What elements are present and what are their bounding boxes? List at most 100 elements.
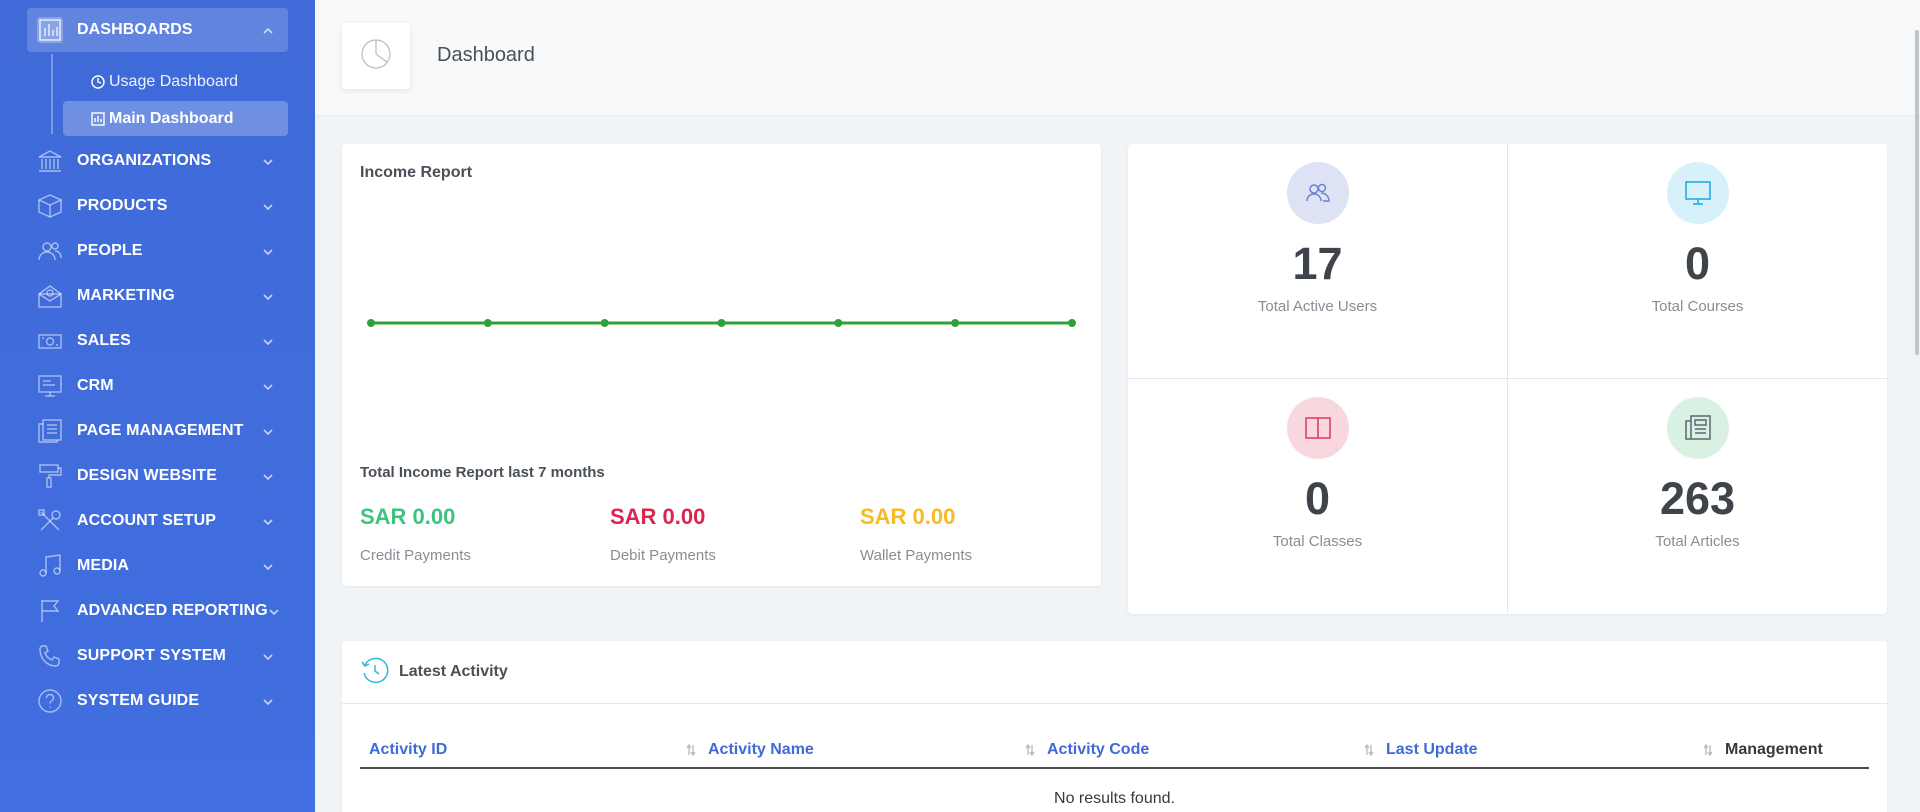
chevron-down-icon	[268, 605, 280, 617]
credit-payments: SAR 0.00 Credit Payments	[360, 504, 471, 564]
chevron-down-icon	[262, 290, 274, 302]
stats-divider	[1128, 378, 1887, 379]
chevron-down-icon	[262, 560, 274, 572]
stat-label: Total Active Users	[1257, 298, 1378, 315]
stat-label: Total Courses	[1651, 298, 1744, 315]
book-icon	[1286, 397, 1349, 459]
sidebar: DASHBOARDS Usage Dashboard Main Dashboar…	[0, 0, 315, 812]
column-activity-name[interactable]: Activity Name	[708, 741, 814, 758]
debit-payments-value: SAR 0.00	[610, 504, 706, 529]
sidebar-item-label: SYSTEM GUIDE	[77, 692, 200, 709]
data-point-2[interactable]	[600, 319, 609, 327]
sort-icon[interactable]	[1363, 743, 1375, 757]
sidebar-item-support-system[interactable]: SUPPORT SYSTEM	[27, 634, 288, 678]
help-icon	[37, 688, 63, 714]
sidebar-item-label: MEDIA	[77, 557, 130, 574]
sidebar-item-advanced-reporting[interactable]: ADVANCED REPORTING	[27, 589, 288, 633]
monitor-icon	[37, 373, 63, 399]
page-header: Dashboard	[315, 0, 1920, 116]
sidebar-item-dashboards[interactable]: DASHBOARDS	[27, 8, 288, 52]
sidebar-item-label: PRODUCTS	[77, 197, 168, 214]
sidebar-item-label: ADVANCED REPORTING	[77, 602, 268, 619]
sidebar-item-design-website[interactable]: DESIGN WEBSITE	[27, 454, 288, 498]
credit-payments-value: SAR 0.00	[360, 504, 456, 529]
stat-label: Total Articles	[1655, 533, 1740, 550]
latest-activity-header: Latest Activity	[342, 641, 1887, 704]
bar-chart-icon	[91, 111, 105, 126]
chevron-down-icon	[262, 200, 274, 212]
chevron-down-icon	[262, 695, 274, 707]
flag-icon	[37, 598, 63, 624]
sidebar-item-sales[interactable]: SALES	[27, 319, 288, 363]
pie-chart-icon	[360, 38, 392, 75]
sidebar-item-account-setup[interactable]: ACCOUNT SETUP	[27, 499, 288, 543]
sidebar-item-label: MARKETING	[77, 287, 175, 304]
latest-activity-card: Latest Activity Activity ID Activity Nam…	[342, 641, 1887, 812]
sidebar-item-label: CRM	[77, 377, 114, 394]
sidebar-item-products[interactable]: PRODUCTS	[27, 184, 288, 228]
sidebar-item-marketing[interactable]: MARKETING	[27, 274, 288, 318]
sidebar-subitem-usage-dashboard[interactable]: Usage Dashboard	[63, 64, 288, 99]
data-point-5[interactable]	[951, 319, 960, 327]
wallet-payments-value: SAR 0.00	[860, 504, 956, 529]
data-point-3[interactable]	[717, 319, 726, 327]
sidebar-item-crm[interactable]: CRM	[27, 364, 288, 408]
latest-activity-title: Latest Activity	[399, 663, 508, 680]
monitor-icon	[1666, 162, 1729, 224]
paint-roller-icon	[37, 463, 63, 489]
scrollbar-thumb[interactable]	[1915, 30, 1919, 355]
submenu-line	[51, 54, 53, 134]
chevron-down-icon	[262, 515, 274, 527]
chevron-up-icon	[262, 24, 274, 36]
stat-label: Total Classes	[1272, 533, 1363, 550]
sort-icon[interactable]	[685, 743, 697, 757]
tools-icon	[37, 508, 63, 534]
sidebar-item-label: PAGE MANAGEMENT	[77, 422, 244, 439]
sidebar-item-label: SUPPORT SYSTEM	[77, 647, 226, 664]
sort-icon[interactable]	[1702, 743, 1714, 757]
stat-total-courses: 0 Total Courses	[1508, 144, 1887, 379]
data-point-0[interactable]	[367, 319, 375, 327]
sidebar-subitem-main-dashboard[interactable]: Main Dashboard	[63, 101, 288, 136]
data-point-1[interactable]	[483, 319, 492, 327]
chevron-down-icon	[262, 425, 274, 437]
history-clock-icon	[360, 656, 390, 686]
page-title: Dashboard	[437, 44, 535, 66]
stat-value: 0	[1684, 238, 1711, 289]
chevron-down-icon	[262, 380, 274, 392]
chevron-down-icon	[262, 650, 274, 662]
sidebar-item-page-management[interactable]: PAGE MANAGEMENT	[27, 409, 288, 453]
column-activity-code[interactable]: Activity Code	[1047, 741, 1150, 758]
sort-icon[interactable]	[1024, 743, 1036, 757]
chevron-down-icon	[262, 335, 274, 347]
income-line-chart	[367, 319, 1076, 327]
activity-table-header: Activity ID Activity Name Activity Code …	[360, 733, 1869, 769]
stat-value: 0	[1304, 473, 1331, 524]
stat-total-classes: 0 Total Classes	[1128, 379, 1507, 614]
stat-total-active-users: 17 Total Active Users	[1128, 144, 1507, 379]
sidebar-item-label: DASHBOARDS	[77, 21, 193, 38]
sidebar-item-label: PEOPLE	[77, 242, 143, 259]
header-icon-box	[342, 23, 410, 89]
mail-open-icon	[37, 283, 63, 309]
sidebar-item-system-guide[interactable]: SYSTEM GUIDE	[27, 679, 288, 723]
box-icon	[37, 193, 63, 219]
wallet-payments: SAR 0.00 Wallet Payments	[860, 504, 972, 564]
column-activity-id[interactable]: Activity ID	[369, 741, 448, 758]
sidebar-item-media[interactable]: MEDIA	[27, 544, 288, 588]
page-scrollbar[interactable]	[1914, 0, 1920, 812]
sidebar-item-label: DESIGN WEBSITE	[77, 467, 218, 484]
building-icon	[37, 148, 63, 174]
credit-payments-label: Credit Payments	[360, 547, 471, 564]
data-point-4[interactable]	[834, 319, 843, 327]
data-point-6[interactable]	[1068, 319, 1076, 327]
music-icon	[37, 553, 63, 579]
income-report-title: Income Report	[360, 164, 473, 181]
stat-total-articles: 263 Total Articles	[1508, 379, 1887, 614]
sidebar-item-organizations[interactable]: ORGANIZATIONS	[27, 139, 288, 183]
users-icon	[37, 238, 63, 264]
column-last-update[interactable]: Last Update	[1386, 741, 1478, 758]
bar-chart-icon	[37, 17, 63, 43]
clock-pie-icon	[91, 74, 105, 89]
sidebar-item-people[interactable]: PEOPLE	[27, 229, 288, 273]
